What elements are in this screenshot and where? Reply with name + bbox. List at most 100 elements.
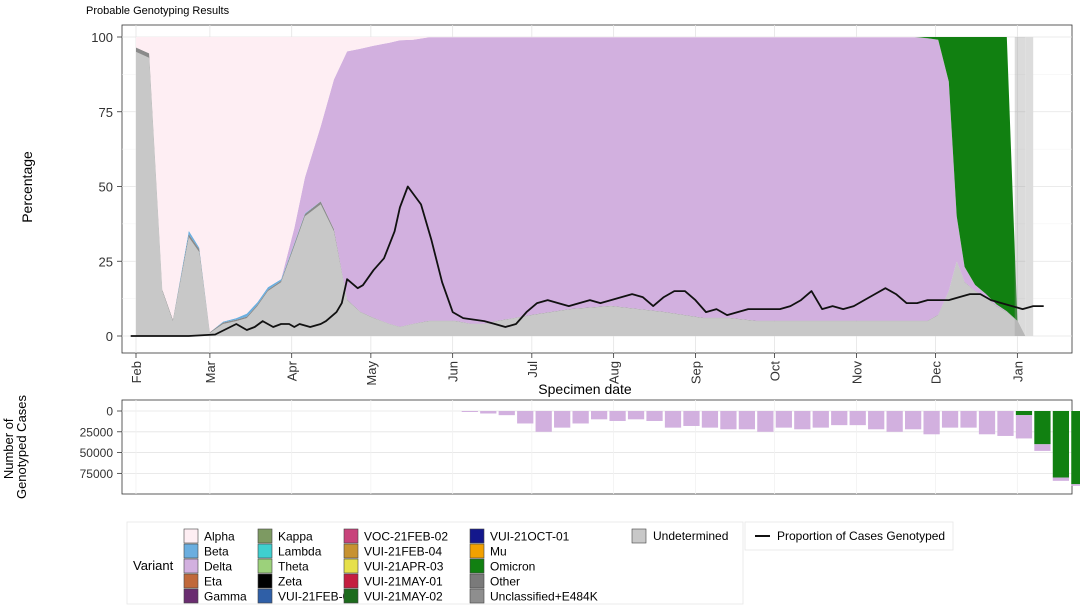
area-delta <box>136 37 1034 337</box>
x-tick-label-5: Jul <box>525 361 540 378</box>
legend-swatch-other <box>469 573 485 589</box>
legend-label-gamma: Gamma <box>204 590 247 604</box>
legend-label-mu: Mu <box>490 545 507 559</box>
legend-swatch-vui-21feb-04 <box>343 543 359 559</box>
top-panel: 0 25 50 75 100 Feb Mar Apr May Jun Jul Aug Sep Oct No… <box>91 24 1073 386</box>
legend-swatch-lambda <box>257 543 273 559</box>
bottom-y-tick-label-2: 50000 <box>80 446 114 460</box>
bar-delta-16 <box>757 411 774 432</box>
bottom-y-axis-label-line-2: Genotyped Cases <box>14 394 29 499</box>
top-y-tick-label-0: 0 <box>106 329 113 344</box>
x-tick-label-0: Feb <box>129 361 144 383</box>
legend-swatch-voc-21feb-02 <box>343 528 359 544</box>
x-tick-label-3: May <box>364 361 379 386</box>
bar-delta-22 <box>868 411 885 430</box>
bar-delta-6 <box>572 411 589 424</box>
top-areas <box>136 37 1034 337</box>
legend-line-frame <box>744 521 954 551</box>
bar-delta-21 <box>849 411 866 426</box>
legend-swatch-eta <box>183 573 199 589</box>
x-tick-label-8: Oct <box>768 361 783 382</box>
bottom-y-axis-label-line-1: Number of <box>1 418 16 479</box>
legend-swatch-vui-21feb-01 <box>257 588 273 604</box>
top-y-tick-label-1: 25 <box>99 254 113 269</box>
legend-label-theta: Theta <box>278 560 309 574</box>
bar-delta-7 <box>590 411 608 420</box>
top-y-tick-label-2: 50 <box>99 180 113 195</box>
area-undetermined <box>136 51 1034 337</box>
legend-label-vui-21oct-01: VUI-21OCT-01 <box>490 530 570 544</box>
bar-late-delta-2 <box>1034 444 1051 451</box>
legend-swatch-theta <box>257 558 273 574</box>
bar-omicron-4 <box>1071 411 1080 485</box>
bar-delta-9 <box>627 411 645 420</box>
legend-swatch-mu <box>469 543 485 559</box>
legend-label-other: Other <box>490 575 520 589</box>
bottom-y-ticks: 0 25000 50000 75000 <box>80 405 122 481</box>
bar-delta-11 <box>664 411 682 428</box>
x-tick-label-10: Dec <box>929 361 944 385</box>
legend-label-voc-21feb-02: VOC-21FEB-02 <box>364 530 448 544</box>
bottom-y-axis-label: Number of Genotyped Cases <box>1 394 29 499</box>
bar-delta-26 <box>941 411 959 428</box>
bar-omicron-2 <box>1034 411 1051 445</box>
chart-title: Probable Genotyping Results <box>86 5 230 17</box>
legend-swatch-omicron <box>469 558 485 574</box>
legend-label-vui-21feb-04: VUI-21FEB-04 <box>364 545 442 559</box>
bottom-y-tick-label-1: 25000 <box>80 425 114 439</box>
legend-swatch-gamma <box>183 588 199 604</box>
x-tick-label-9: Nov <box>849 361 864 385</box>
bar-late-delta-4 <box>1071 484 1080 486</box>
bar-delta-3 <box>517 411 534 424</box>
bar-omicron-3 <box>1052 411 1070 478</box>
legend-label-unclassified-e484k: Unclassified+E484K <box>490 590 598 604</box>
bar-delta-18 <box>794 411 811 430</box>
bar-delta-10 <box>646 411 663 421</box>
legend-label-eta: Eta <box>204 575 222 589</box>
x-axis-label: Specimen date <box>538 381 632 397</box>
bar-delta-0 <box>461 411 478 412</box>
legend-swatch-kappa <box>257 528 273 544</box>
bottom-y-tick-label-3: 75000 <box>80 467 114 481</box>
legend-label-vui-21apr-03: VUI-21APR-03 <box>364 560 444 574</box>
legend-swatch-vui-21may-01 <box>343 573 359 589</box>
proportion-genotyped-line <box>130 185 1044 337</box>
x-tick-label-11: Jan <box>1010 361 1025 382</box>
area-alpha <box>136 37 1034 336</box>
bar-late-delta-3 <box>1052 477 1070 481</box>
top-line <box>130 185 1044 337</box>
bar-delta-4 <box>535 411 552 432</box>
top-y-tick-label-3: 75 <box>99 105 113 120</box>
x-tick-label-1: Mar <box>203 360 218 383</box>
legend-line-label: Proportion of Cases Genotyped <box>777 529 945 543</box>
x-tick-label-4: Jun <box>446 361 461 382</box>
legend-label-undetermined: Undetermined <box>653 529 728 543</box>
legend-swatch-vui-21oct-01 <box>469 528 485 544</box>
legend-label-omicron: Omicron <box>490 560 535 574</box>
bar-delta-17 <box>775 411 792 428</box>
bar-delta-20 <box>831 411 848 426</box>
recent-shading <box>1025 37 1034 336</box>
legend-swatch-alpha <box>183 528 199 544</box>
legend-label-vui-21may-01: VUI-21MAY-01 <box>364 575 443 589</box>
legend-label-kappa: Kappa <box>278 530 313 544</box>
bar-delta-24 <box>905 411 922 430</box>
bar-delta-28 <box>978 411 996 435</box>
bottom-bars <box>461 411 1080 486</box>
legend-label-vui-21feb-01: VUI-21FEB-01 <box>278 590 356 604</box>
bar-delta-1 <box>480 411 497 414</box>
top-y-ticks: 0 25 50 75 100 <box>91 30 122 344</box>
legend-label-zeta: Zeta <box>278 575 302 589</box>
bar-delta-14 <box>720 411 737 430</box>
legend-swatch-vui-21apr-03 <box>343 558 359 574</box>
bar-late-delta-1 <box>1015 415 1033 439</box>
legend-title: Variant <box>133 558 174 573</box>
legend-label-lambda: Lambda <box>278 545 322 559</box>
bottom-y-tick-label-0: 0 <box>106 405 113 419</box>
legend-swatch-beta <box>183 543 199 559</box>
bar-delta-19 <box>812 411 829 428</box>
